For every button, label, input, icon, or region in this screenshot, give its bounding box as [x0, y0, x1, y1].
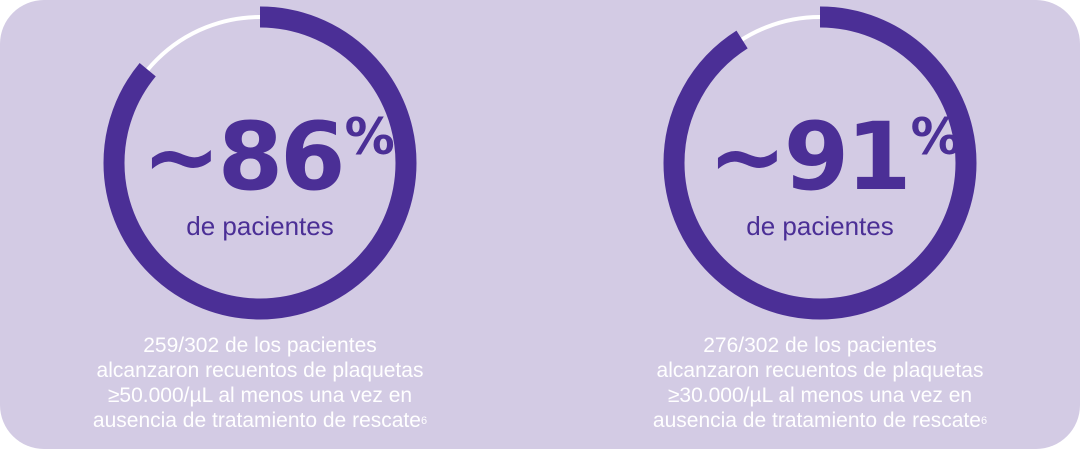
stat-caption: 276/302 de los pacientes alcanzaron recu… [590, 333, 1050, 433]
progress-ring [103, 6, 417, 320]
percent-subtitle: de pacientes [746, 211, 894, 241]
caption-line: ≥30.000/µL al menos una vez en [667, 384, 973, 407]
percent-number: ~91 [708, 103, 912, 212]
caption-line-text: ausencia de tratamiento de rescate [92, 409, 421, 432]
percent-sign: % [344, 108, 395, 166]
percent-value: ~91 % [708, 108, 961, 208]
caption-line: ≥50.000/µL al menos una vez en [107, 384, 413, 407]
caption-line-text: ausencia de tratamiento de rescate [652, 409, 981, 432]
caption-line-last: ausencia de tratamiento de rescate6 [30, 408, 490, 433]
footnote-marker: 6 [420, 415, 428, 427]
ring-fill [663, 6, 977, 320]
caption-line: 259/302 de los pacientes [143, 334, 377, 357]
caption-line: 276/302 de los pacientes [703, 334, 937, 357]
percent-sign: % [910, 108, 961, 166]
percent-number: ~86 [142, 103, 346, 212]
caption-line: alcanzaron recuentos de plaquetas [656, 359, 984, 382]
percent-value: ~86 % [142, 108, 395, 208]
stat-caption: 259/302 de los pacientes alcanzaron recu… [30, 333, 490, 433]
footnote-marker: 6 [980, 415, 988, 427]
stat-card-91: ~91 % de pacientes 276/302 de los pacien… [540, 0, 1080, 449]
caption-line: alcanzaron recuentos de plaquetas [96, 359, 424, 382]
progress-ring [663, 6, 977, 320]
stat-card-86: ~86 % de pacientes 259/302 de los pacien… [30, 6, 490, 433]
ring-fill [103, 6, 417, 320]
caption-line-last: ausencia de tratamiento de rescate6 [590, 408, 1050, 433]
percent-subtitle: de pacientes [186, 211, 334, 241]
